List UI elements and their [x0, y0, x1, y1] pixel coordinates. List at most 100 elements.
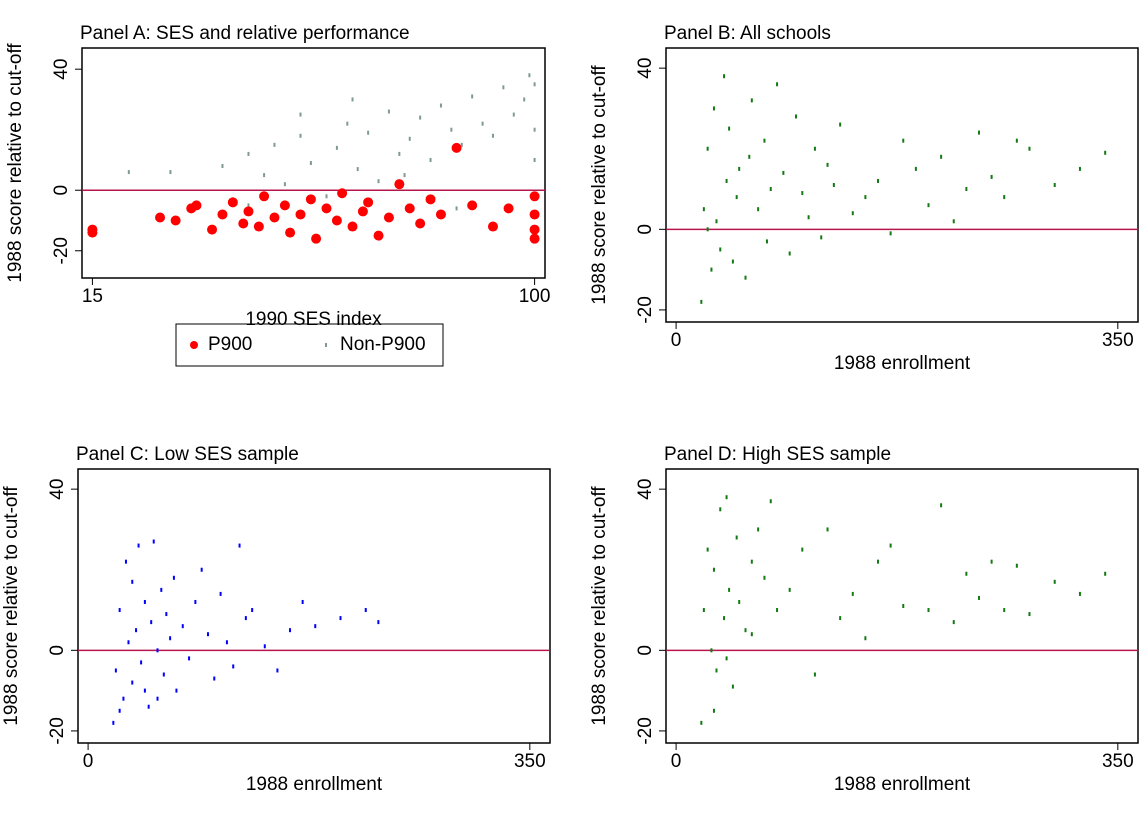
plot-frame [665, 47, 1139, 323]
point [523, 97, 526, 102]
point [712, 106, 715, 111]
point [325, 194, 328, 199]
point [191, 200, 202, 211]
x-tick-label: 100 [519, 286, 551, 307]
point [160, 587, 163, 592]
point [826, 527, 829, 532]
point [263, 644, 266, 649]
point [1078, 591, 1081, 596]
point [700, 720, 703, 725]
point [765, 239, 768, 244]
point [864, 636, 867, 641]
point [977, 130, 980, 135]
y-tick-label: -20 [47, 717, 68, 744]
x-tick-label: 0 [671, 330, 682, 351]
x-tick-label: 350 [1102, 751, 1134, 772]
point [331, 215, 342, 226]
point [731, 259, 734, 264]
y-tick-label: 40 [635, 479, 656, 500]
point [467, 200, 478, 211]
point [902, 604, 905, 608]
y-axis-label: 1988 score relative to cut-off [589, 65, 610, 305]
point [207, 224, 218, 235]
point [769, 187, 772, 192]
point [200, 567, 203, 572]
point [748, 154, 751, 159]
point [140, 660, 143, 665]
point [529, 233, 540, 244]
point [1028, 146, 1031, 151]
point [131, 579, 134, 584]
point [794, 114, 797, 119]
point [238, 218, 249, 229]
point [877, 559, 880, 564]
point [439, 103, 442, 108]
point [244, 616, 247, 621]
point [813, 672, 816, 677]
point [188, 656, 191, 661]
point [175, 688, 178, 693]
point [429, 157, 432, 162]
point [977, 595, 980, 600]
point [415, 218, 426, 229]
point [435, 209, 446, 220]
legend-marker [190, 341, 198, 349]
point [347, 221, 358, 232]
point [169, 636, 172, 641]
point [706, 227, 709, 232]
point [776, 608, 779, 613]
point [170, 215, 181, 226]
point [702, 608, 705, 613]
point [503, 203, 514, 214]
point [529, 224, 540, 235]
point [788, 587, 791, 592]
point [263, 173, 266, 178]
point [715, 219, 718, 224]
point [990, 174, 993, 179]
point [952, 620, 955, 625]
point [782, 170, 785, 175]
point [990, 559, 993, 564]
point [481, 121, 484, 126]
point [238, 543, 241, 548]
point [1104, 150, 1107, 155]
point [143, 599, 146, 604]
point [839, 122, 842, 127]
point [471, 94, 474, 99]
x-tick-label: 15 [82, 286, 103, 307]
point [1015, 138, 1018, 143]
point [700, 299, 703, 304]
point [299, 133, 302, 138]
point [712, 567, 715, 572]
legend-label: P900 [208, 334, 252, 355]
point [491, 133, 494, 138]
point [710, 267, 713, 272]
point [763, 138, 766, 143]
y-tick-label: 40 [51, 59, 72, 80]
point [820, 235, 823, 240]
point [283, 182, 286, 187]
point [940, 503, 943, 508]
point [279, 200, 290, 211]
y-tick-label: 40 [635, 58, 656, 79]
point [801, 547, 804, 552]
point [763, 575, 766, 580]
x-tick-label: 350 [514, 751, 546, 772]
point [87, 227, 98, 238]
point [719, 247, 722, 252]
y-tick-label: -20 [635, 296, 656, 323]
point [788, 251, 791, 256]
point [744, 275, 747, 280]
point [528, 73, 531, 78]
panel-title: Panel B: All schools [664, 23, 831, 44]
point [221, 164, 224, 169]
point [335, 145, 338, 150]
point [914, 166, 917, 171]
point [131, 680, 134, 685]
point [750, 559, 753, 564]
point [826, 162, 829, 167]
point [725, 495, 728, 500]
point [165, 612, 168, 617]
point [889, 543, 892, 548]
point [952, 219, 955, 224]
